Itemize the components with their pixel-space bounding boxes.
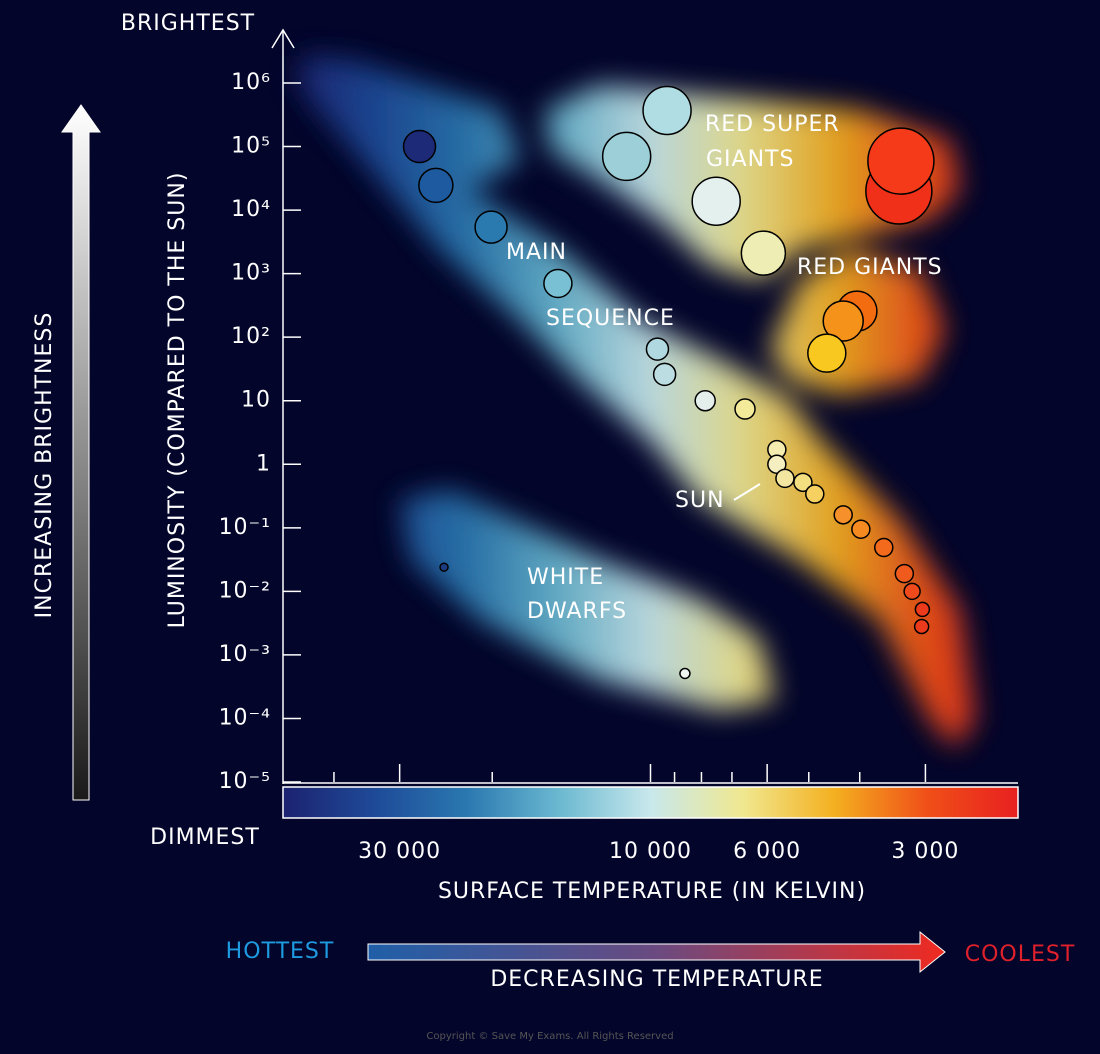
annotation: GIANTS <box>706 147 794 172</box>
annotation: RED GIANTS <box>797 255 943 280</box>
star <box>775 468 795 489</box>
supergiant-region <box>545 85 960 280</box>
star <box>402 129 437 164</box>
star <box>601 131 652 182</box>
star <box>474 210 508 244</box>
star <box>833 505 853 525</box>
brightest-label: BRIGHTEST <box>121 11 255 36</box>
y-tick-label: 1 <box>256 451 271 476</box>
white-dwarf-region <box>400 490 775 710</box>
star <box>645 337 670 361</box>
star <box>652 362 677 387</box>
annotation: MAIN <box>506 240 567 265</box>
star <box>543 268 573 299</box>
y-tick-label: 10⁻² <box>219 578 271 603</box>
y-tick-label: 10⁴ <box>231 197 271 222</box>
star <box>740 230 787 276</box>
bottom-arrow-label: DECREASING TEMPERATURE <box>490 967 823 992</box>
star <box>822 300 864 342</box>
copyright: Copyright © Save My Exams. All Rights Re… <box>426 1031 673 1042</box>
sun-pointer <box>733 483 761 501</box>
colorbar <box>282 786 1019 819</box>
x-tick-label: 3 000 <box>891 839 959 864</box>
star <box>867 127 935 195</box>
temperature-arrow <box>367 930 946 974</box>
y-tick-label: 10⁶ <box>231 70 271 95</box>
main-sequence-region <box>300 55 975 748</box>
star <box>679 667 691 680</box>
y-axis-arrow <box>271 28 295 49</box>
annotation: WHITE <box>527 565 604 590</box>
star <box>851 519 871 539</box>
annotation: DWARFS <box>527 599 627 624</box>
y-tick-label: 10⁵ <box>231 134 271 159</box>
star <box>805 484 825 504</box>
star <box>418 167 454 204</box>
star <box>694 389 716 412</box>
y-tick-label: 10⁻⁵ <box>219 769 271 794</box>
y-tick-label: 10² <box>231 324 271 349</box>
hottest-label: HOTTEST <box>226 939 335 964</box>
x-tick-label: 30 000 <box>358 839 441 864</box>
annotation: SEQUENCE <box>546 306 675 331</box>
side-arrow-label: INCREASING BRIGHTNESS <box>32 312 57 619</box>
x-tick-label: 10 000 <box>609 839 692 864</box>
y-axis-label: LUMINOSITY (COMPARED TO THE SUN) <box>165 172 190 629</box>
annotation: SUN <box>675 488 725 513</box>
star <box>642 85 692 136</box>
y-tick-label: 10⁻⁴ <box>219 705 271 730</box>
y-tick-label: 10³ <box>231 261 271 286</box>
star <box>874 537 894 558</box>
star <box>914 601 931 618</box>
coolest-label: COOLEST <box>965 942 1076 967</box>
star <box>793 472 813 493</box>
brightness-arrow <box>61 104 101 801</box>
dimmest-label: DIMMEST <box>150 825 260 850</box>
star <box>807 333 847 373</box>
star <box>894 563 915 584</box>
star <box>913 618 930 635</box>
x-axis-label: SURFACE TEMPERATURE (IN KELVIN) <box>438 879 866 904</box>
x-tick-label: 6 000 <box>733 839 801 864</box>
annotation: RED SUPER <box>705 112 840 137</box>
y-tick-label: 10 <box>241 388 271 413</box>
star <box>439 562 449 572</box>
star <box>903 582 921 601</box>
y-tick-label: 10⁻¹ <box>219 515 271 540</box>
y-tick-label: 10⁻³ <box>219 642 271 667</box>
star <box>734 398 756 420</box>
stars <box>402 85 935 680</box>
star <box>691 176 741 226</box>
